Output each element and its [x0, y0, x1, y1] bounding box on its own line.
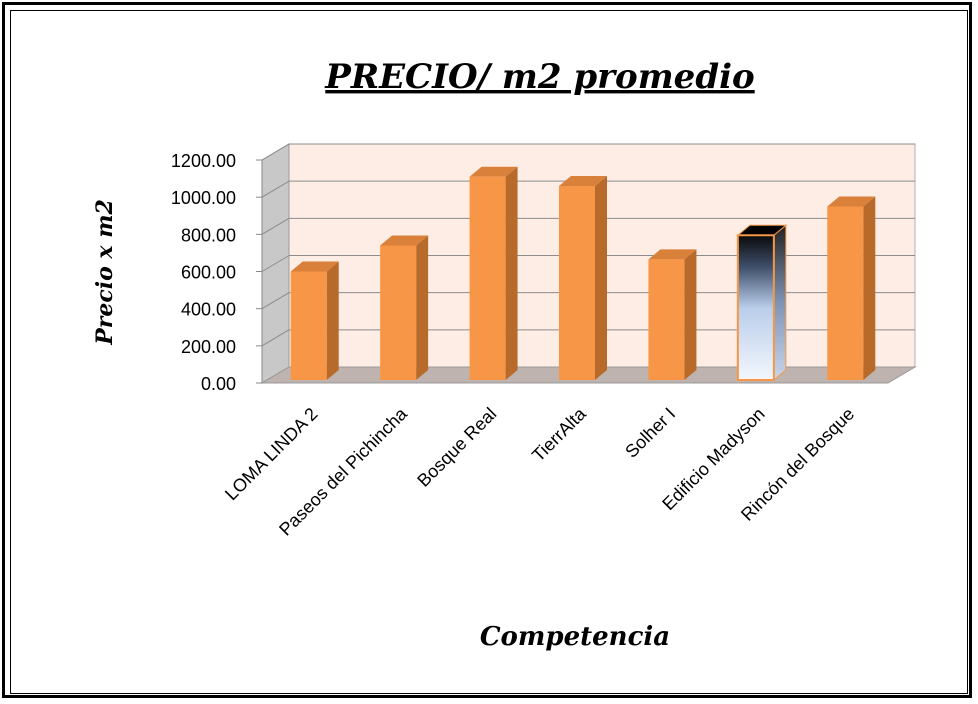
bar-side	[684, 249, 697, 380]
plot-area: 0.00 200.00 400.00 600.00 800.00 1000.00 1200.…	[171, 143, 917, 540]
gridline-side	[261, 292, 290, 310]
bar	[559, 186, 595, 380]
bar-side	[416, 235, 429, 380]
x-axis-title: Competencia	[480, 622, 670, 652]
gridline-side	[261, 255, 290, 272]
bar-side	[863, 196, 876, 380]
bar-top	[469, 166, 518, 177]
inner-frame	[10, 10, 968, 694]
bar	[290, 271, 327, 380]
y-tick-label: 1200.00	[171, 151, 236, 171]
y-axis-title: Precio x m2	[92, 199, 118, 346]
bar-side	[773, 224, 787, 382]
bar-top	[648, 249, 697, 260]
bar-top	[290, 261, 339, 272]
bar-top	[559, 176, 607, 187]
y-tick-label: 1000.00	[171, 188, 236, 208]
bar-top	[827, 196, 876, 207]
bar-side	[505, 166, 518, 380]
gridline-side	[261, 143, 290, 161]
x-tick-label: LOMA LINDA 2	[221, 404, 321, 504]
x-tick-label: Solher I	[621, 404, 679, 462]
bar-top	[380, 235, 429, 246]
bar-side	[595, 176, 607, 380]
bar	[648, 259, 685, 380]
gridline-side	[261, 329, 290, 347]
y-tick-label: 0.00	[201, 374, 236, 394]
bar	[380, 245, 417, 380]
gridline-side	[261, 180, 290, 198]
bar	[736, 234, 775, 381]
x-tick-label: Bosque Real	[413, 404, 500, 491]
x-tick-label: TierrAlta	[528, 403, 590, 465]
y-tick-label: 800.00	[181, 225, 236, 245]
bar	[469, 176, 506, 380]
y-tick-label: 200.00	[181, 337, 236, 357]
gridline-side	[261, 217, 290, 235]
y-tick-label: 400.00	[181, 300, 236, 320]
bar-side	[326, 261, 339, 380]
chart-title: PRECIO/ m2 promedio	[324, 57, 754, 97]
bar	[827, 206, 864, 380]
y-tick-label: 600.00	[181, 263, 236, 283]
